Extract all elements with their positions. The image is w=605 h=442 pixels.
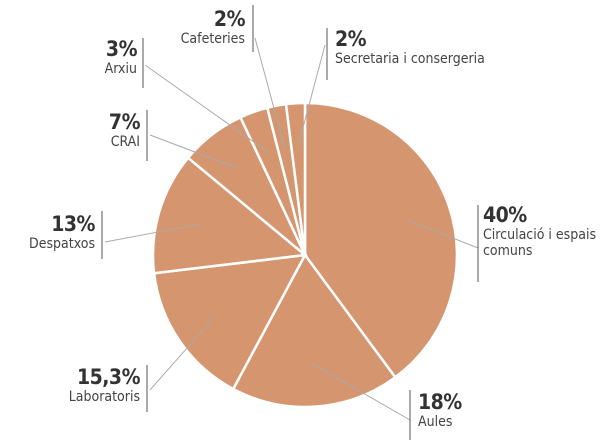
category-label: Aules [418, 414, 453, 431]
leader-line [149, 134, 239, 169]
pie-slice [303, 101, 459, 380]
value-label: 13% [51, 212, 95, 236]
slice-label: 18% Aules [418, 390, 498, 430]
slice-label: 7% CRAI [40, 110, 141, 151]
category-label: Laboratoris [68, 389, 140, 406]
leader-line [144, 64, 269, 153]
leader-line [297, 44, 326, 146]
category-label: Cafeteries [180, 31, 245, 48]
value-label: 2% [335, 27, 367, 51]
leader-line [254, 37, 286, 148]
value-label: 40% [483, 203, 527, 227]
category-label: Arxiu [104, 61, 137, 78]
category-label: Secretaria i consergeria [335, 51, 485, 68]
pie-slice [231, 252, 398, 409]
leader-line [149, 316, 216, 391]
category-label: Circulació i espais comuns [483, 227, 597, 260]
value-label: 18% [418, 390, 462, 414]
leader-line [104, 223, 201, 243]
value-label: 2% [213, 7, 246, 31]
category-label: Despatxos [29, 236, 95, 253]
leader-line [312, 363, 411, 421]
pie-slice [151, 156, 309, 275]
leader-line [408, 220, 479, 249]
slice-label: 3% Arxiu [37, 37, 138, 78]
slice-label: 13% Despatxos [0, 212, 95, 252]
pie-slice [152, 253, 308, 391]
value-label: 3% [105, 37, 138, 61]
pie-slice [284, 101, 307, 256]
value-label: 15,3% [76, 365, 141, 389]
slice-label: 2% Cafeteries [125, 7, 246, 48]
slice-label: 40% Circulació i espais comuns [483, 203, 603, 259]
slice-label: 2% Secretaria i consergeria [335, 27, 555, 67]
slice-label: 15,3% Laboratoris [40, 365, 141, 406]
category-label: CRAI [110, 134, 140, 151]
value-label: 7% [108, 110, 141, 134]
